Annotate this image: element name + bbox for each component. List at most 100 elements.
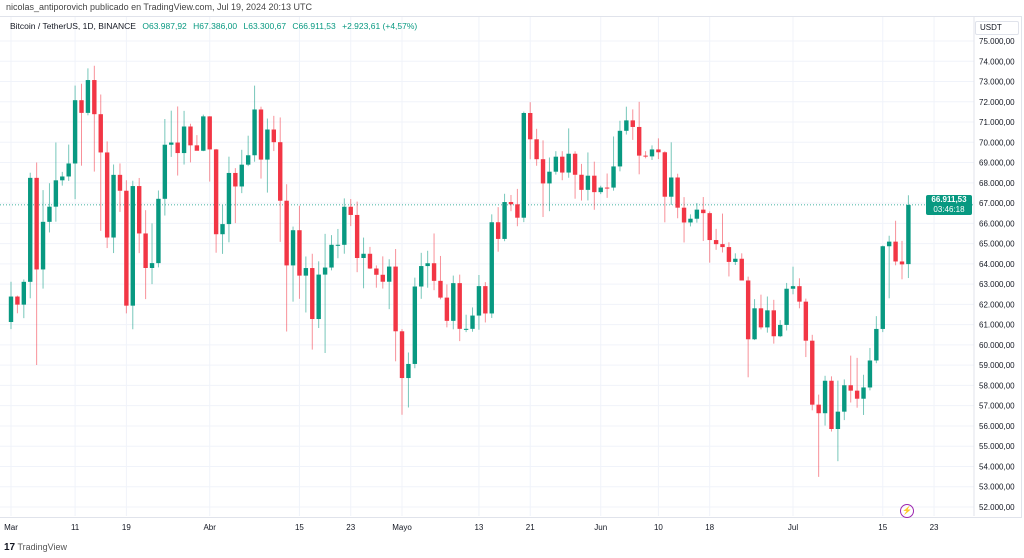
candle-body: [444, 297, 450, 321]
candle-body: [669, 177, 674, 197]
candle-body: [521, 113, 526, 218]
candle-body: [688, 218, 693, 223]
candle-body: [111, 174, 116, 238]
candle-body: [624, 120, 629, 131]
price-tick-label: 52.000,00: [979, 503, 1015, 512]
candle-body: [278, 142, 283, 201]
candle-body: [21, 281, 27, 305]
candle-body: [585, 175, 591, 190]
candle-body: [412, 286, 418, 364]
price-tick-label: 63.000,00: [979, 280, 1015, 289]
price-tick-label: 64.000,00: [979, 260, 1015, 269]
candle-body: [419, 266, 424, 287]
candle-body: [835, 411, 841, 429]
candle-body: [245, 155, 251, 165]
candle-body: [130, 186, 135, 306]
candle-body: [810, 340, 815, 405]
candle-body: [701, 209, 706, 214]
publisher-line: nicolas_antiporovich publicado en Tradin…: [6, 2, 313, 12]
candle-body: [194, 145, 200, 151]
candle-body: [85, 80, 91, 113]
candle-body: [361, 253, 366, 259]
price-tick-label: 69.000,00: [979, 159, 1015, 168]
candle-body: [636, 126, 642, 156]
candle-body: [643, 155, 648, 157]
candle-body: [201, 116, 206, 151]
time-tick-label: 23: [930, 523, 939, 532]
price-tick-label: 58.000,00: [979, 381, 1015, 390]
candle-body: [207, 116, 212, 150]
legend-open: O63.987,92: [142, 21, 187, 31]
candle-body: [149, 263, 155, 268]
candle-body: [348, 206, 353, 215]
candle-body: [611, 166, 616, 188]
candle-body: [829, 380, 834, 429]
price-tick-label: 72.000,00: [979, 98, 1015, 107]
candle-body: [393, 266, 398, 332]
time-tick-label: 18: [705, 523, 714, 532]
candle-body: [861, 387, 866, 399]
current-price-label: 66.911,53 03:46:18: [926, 195, 972, 215]
candle-body: [66, 163, 71, 177]
price-tick-label: 59.000,00: [979, 361, 1015, 370]
candle-body: [367, 253, 373, 269]
candle-body: [354, 214, 360, 259]
candle-body: [335, 244, 341, 246]
currency-selector[interactable]: USDT: [975, 21, 1019, 35]
price-tick-label: 54.000,00: [979, 462, 1015, 471]
price-tick-label: 60.000,00: [979, 341, 1015, 350]
legend-close: C66.911,53: [292, 21, 336, 31]
candle-body: [316, 274, 321, 320]
price-tick-label: 73.000,00: [979, 78, 1015, 87]
candle-body: [592, 175, 597, 193]
candle-body: [284, 200, 289, 266]
flash-icon[interactable]: ⚡: [900, 504, 914, 518]
time-tick-label: 13: [474, 523, 483, 532]
symbol-name[interactable]: Bitcoin / TetherUS, 1D, BINANCE: [10, 21, 136, 31]
candle-body: [28, 177, 33, 282]
candle-body: [8, 296, 14, 323]
candle-body: [117, 174, 123, 191]
candle-body: [310, 268, 315, 320]
candle-body: [604, 187, 610, 189]
candle-body: [854, 390, 860, 399]
candle-body: [40, 221, 46, 270]
candle-body: [803, 301, 809, 341]
time-tick-label: 21: [526, 523, 535, 532]
candle-body: [547, 171, 552, 184]
time-tick-label: 23: [346, 523, 355, 532]
candle-body: [175, 142, 180, 154]
candle-body: [899, 261, 905, 265]
candle-body: [784, 288, 789, 325]
candle-body: [495, 222, 501, 239]
candle-body: [213, 149, 219, 235]
candle-body: [374, 268, 379, 275]
candle-body: [502, 202, 507, 239]
tradingview-logo-text: TradingView: [17, 542, 67, 552]
candle-body: [694, 209, 700, 219]
time-tick-label: Mar: [4, 523, 18, 532]
candle-body: [874, 328, 879, 361]
candle-body: [220, 224, 225, 235]
candle-body: [104, 152, 110, 238]
candle-body: [60, 176, 65, 181]
candle-body: [765, 310, 770, 328]
candle-body: [713, 240, 719, 245]
time-tick-label: 10: [654, 523, 663, 532]
candle-body: [451, 283, 456, 321]
candle-body: [675, 177, 680, 208]
candle-body: [265, 129, 270, 160]
candle-body: [162, 144, 168, 199]
candle-body: [656, 149, 661, 153]
candle-body: [431, 263, 437, 281]
tradingview-logo-mark: 17: [4, 542, 16, 553]
candle-body: [681, 207, 687, 223]
candle-body: [188, 126, 193, 146]
candle-body: [258, 109, 264, 160]
candle-body: [540, 159, 546, 184]
candle-body: [906, 204, 911, 265]
candle-body: [758, 308, 764, 328]
legend-low: L63.300,67: [243, 21, 287, 31]
candle-body: [867, 360, 873, 388]
